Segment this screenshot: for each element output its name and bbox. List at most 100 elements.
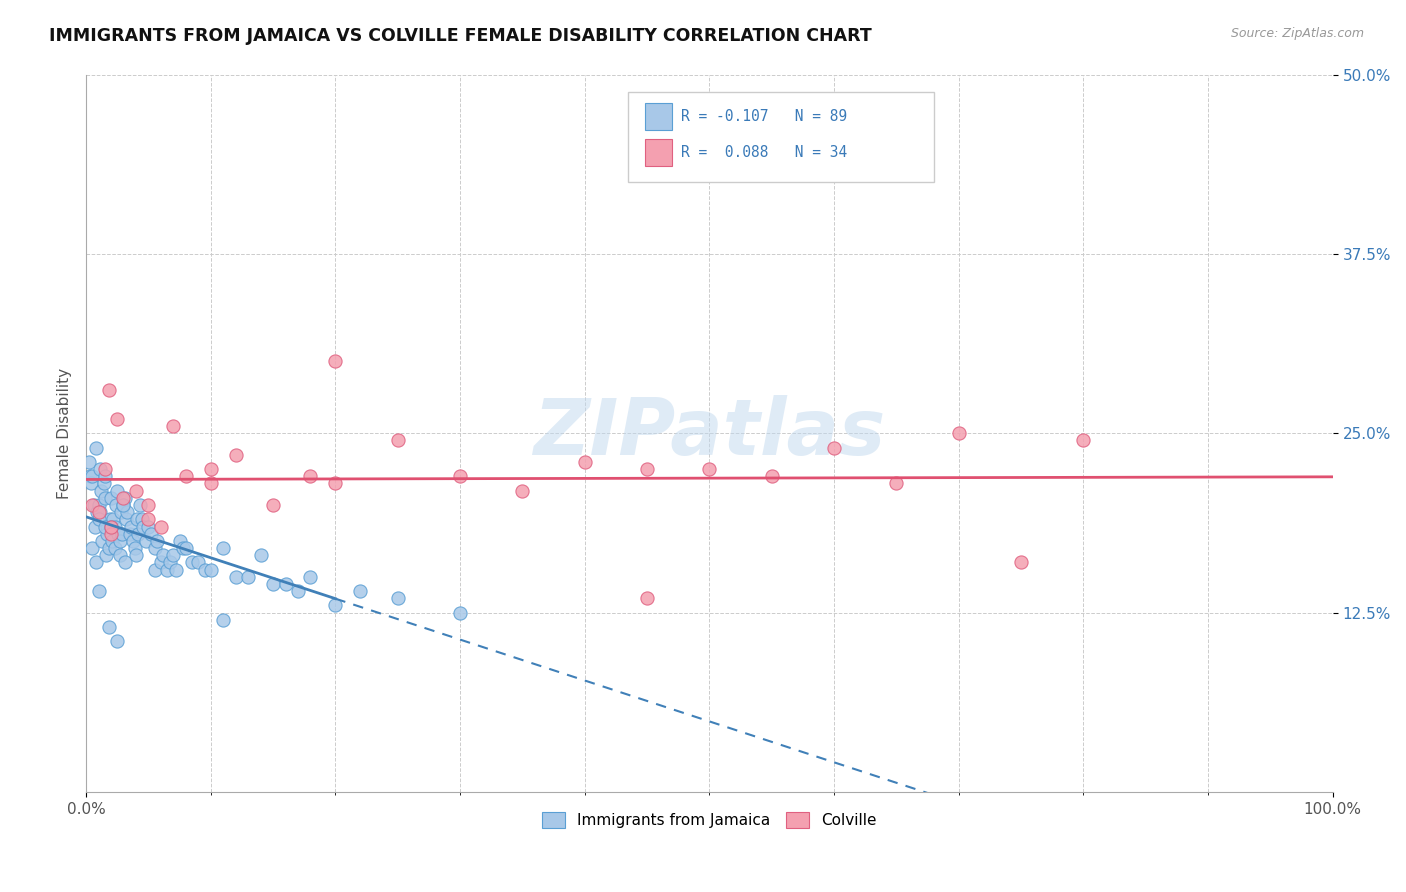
Point <box>146 533 169 548</box>
Point <box>1073 434 1095 448</box>
Point <box>87 498 110 512</box>
Point <box>82 541 104 555</box>
Point <box>82 469 104 483</box>
Point <box>125 483 148 498</box>
Point <box>200 462 222 476</box>
Point <box>162 548 184 562</box>
Point <box>165 563 187 577</box>
FancyBboxPatch shape <box>644 139 672 166</box>
Point <box>387 591 409 606</box>
Point <box>128 498 150 512</box>
Point <box>212 541 235 555</box>
Point <box>174 541 197 555</box>
Point <box>325 354 347 368</box>
Point <box>131 512 153 526</box>
Point <box>100 526 122 541</box>
Point <box>823 441 845 455</box>
Point <box>636 462 658 476</box>
Point <box>87 584 110 599</box>
Point <box>86 505 108 519</box>
Point <box>169 533 191 548</box>
Point <box>636 591 658 606</box>
Point <box>948 426 970 441</box>
Point <box>90 483 112 498</box>
Point <box>143 541 166 555</box>
Point <box>886 476 908 491</box>
Point <box>108 548 131 562</box>
Point <box>84 555 107 569</box>
Point <box>115 505 138 519</box>
Point <box>287 584 309 599</box>
Point <box>100 519 122 533</box>
Point <box>699 462 721 476</box>
Point <box>94 469 117 483</box>
Point <box>98 512 121 526</box>
Point <box>172 541 194 555</box>
Point <box>143 563 166 577</box>
Point <box>193 563 215 577</box>
Point <box>118 526 141 541</box>
Point <box>124 541 146 555</box>
Point <box>97 383 120 397</box>
Point <box>512 483 534 498</box>
Point <box>159 555 181 569</box>
Point <box>79 469 101 483</box>
Point <box>87 505 110 519</box>
Point <box>82 498 104 512</box>
Point <box>127 526 149 541</box>
Point <box>83 498 105 512</box>
Point <box>139 526 162 541</box>
Point <box>135 533 157 548</box>
Point <box>94 548 117 562</box>
Point <box>105 412 128 426</box>
Point <box>112 491 135 505</box>
Point <box>115 512 138 526</box>
FancyBboxPatch shape <box>644 103 672 130</box>
Point <box>94 462 117 476</box>
Point <box>138 512 160 526</box>
Point <box>181 555 204 569</box>
Point <box>100 491 122 505</box>
Point <box>100 519 122 533</box>
Point <box>152 548 174 562</box>
Point <box>104 498 127 512</box>
Point <box>1010 555 1032 569</box>
Point <box>174 469 197 483</box>
Point <box>299 570 322 584</box>
Point <box>262 577 284 591</box>
Point <box>96 526 118 541</box>
Point <box>236 570 259 584</box>
Point <box>105 634 128 648</box>
FancyBboxPatch shape <box>628 93 934 182</box>
Point <box>156 563 179 577</box>
Point <box>89 505 111 519</box>
Point <box>274 577 297 591</box>
Point <box>138 498 160 512</box>
Point <box>94 491 117 505</box>
Point <box>83 519 105 533</box>
Point <box>225 448 247 462</box>
Point <box>225 570 247 584</box>
Point <box>449 606 471 620</box>
Point <box>125 548 148 562</box>
Point <box>97 541 120 555</box>
Point <box>200 563 222 577</box>
Point <box>200 476 222 491</box>
Point <box>187 555 209 569</box>
Point <box>149 519 172 533</box>
Text: IMMIGRANTS FROM JAMAICA VS COLVILLE FEMALE DISABILITY CORRELATION CHART: IMMIGRANTS FROM JAMAICA VS COLVILLE FEMA… <box>49 27 872 45</box>
Point <box>114 491 136 505</box>
Point <box>449 469 471 483</box>
Point <box>127 512 149 526</box>
Point <box>97 620 120 634</box>
Point <box>349 584 371 599</box>
Point <box>107 526 129 541</box>
Point <box>77 455 100 469</box>
Point <box>249 548 271 562</box>
Point <box>761 469 783 483</box>
Point <box>110 505 132 519</box>
Point <box>138 519 160 533</box>
Point <box>162 419 184 434</box>
Point <box>101 533 124 548</box>
Y-axis label: Female Disability: Female Disability <box>58 368 72 499</box>
